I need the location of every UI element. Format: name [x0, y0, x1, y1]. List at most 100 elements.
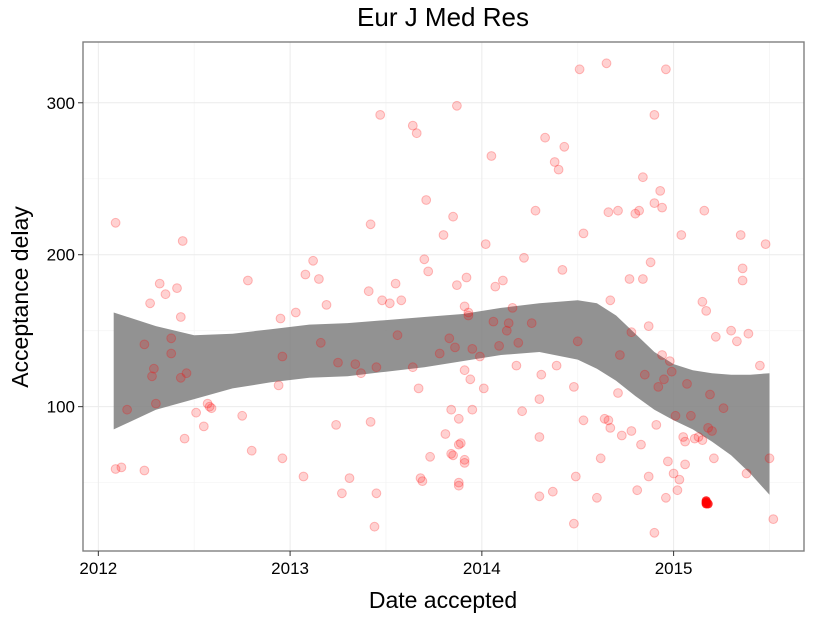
data-point: [494, 341, 505, 351]
data-point: [160, 289, 171, 300]
data-point: [630, 208, 641, 219]
data-point: [657, 202, 667, 213]
data-point: [486, 151, 497, 161]
data-point: [206, 403, 217, 414]
data-point: [737, 263, 748, 274]
points-layer: [110, 58, 779, 538]
data-point: [147, 371, 157, 382]
data-point: [718, 403, 729, 414]
x-tick-label: 2014: [463, 559, 501, 578]
data-point: [365, 219, 376, 230]
data-point: [507, 303, 518, 313]
data-point: [344, 473, 355, 484]
data-point: [459, 301, 470, 312]
data-point: [356, 368, 366, 379]
data-point: [333, 357, 343, 368]
data-point: [613, 388, 623, 398]
data-point: [601, 58, 612, 69]
data-point: [672, 485, 683, 496]
data-point: [175, 312, 186, 322]
data-point: [592, 492, 602, 503]
data-point: [488, 316, 499, 327]
data-point: [605, 295, 616, 306]
data-point: [526, 318, 537, 329]
data-point: [438, 230, 449, 240]
data-point: [664, 356, 675, 367]
data-point: [277, 453, 288, 464]
y-tick-label: 200: [47, 246, 75, 265]
data-point: [643, 471, 654, 482]
data-point: [455, 438, 466, 449]
data-point: [517, 406, 527, 417]
data-point: [735, 230, 746, 240]
data-point: [139, 339, 150, 350]
data-point: [697, 296, 708, 307]
data-point: [363, 286, 374, 297]
x-tick-label: 2015: [655, 559, 693, 578]
data-point: [407, 362, 418, 373]
data-point: [145, 298, 156, 309]
data-point: [680, 459, 690, 470]
data-point: [407, 120, 418, 131]
data-point-highlight: [701, 496, 711, 506]
data-point: [530, 205, 541, 216]
data-point: [605, 423, 616, 433]
data-point: [450, 342, 460, 353]
data-point: [110, 464, 121, 474]
data-point: [636, 439, 646, 450]
data-point: [689, 433, 700, 444]
data-point: [371, 362, 382, 373]
data-point: [701, 306, 712, 316]
data-point: [350, 359, 361, 370]
data-point: [678, 432, 689, 442]
data-point: [540, 132, 550, 143]
data-point: [653, 382, 664, 392]
data-point: [511, 360, 522, 371]
y-tick-label: 100: [47, 398, 75, 417]
x-tick-label: 2012: [79, 559, 117, 578]
data-point: [639, 369, 650, 380]
data-point: [448, 450, 459, 461]
data-point: [151, 398, 161, 409]
data-point: [419, 254, 430, 265]
data-point: [181, 368, 192, 379]
data-point: [661, 64, 671, 75]
data-point: [478, 383, 489, 394]
data-point: [638, 172, 648, 183]
data-point: [741, 468, 752, 479]
data-point: [480, 239, 491, 250]
data-point: [461, 272, 472, 283]
data-point: [149, 363, 159, 374]
data-point: [321, 300, 332, 310]
data-point: [651, 420, 662, 430]
data-point: [198, 421, 209, 432]
data-point: [666, 366, 677, 377]
data-point: [463, 307, 474, 318]
data-point: [331, 420, 342, 430]
data-point: [465, 374, 476, 385]
data-point: [459, 454, 470, 465]
data-point: [674, 474, 685, 485]
data-point: [154, 278, 165, 289]
data-point: [237, 410, 248, 421]
data-point: [425, 451, 436, 462]
data-point: [413, 383, 424, 394]
data-point: [676, 230, 687, 240]
data-point: [726, 325, 736, 336]
data-point: [703, 423, 713, 433]
data-point: [453, 439, 464, 450]
data-point: [574, 64, 585, 75]
data-point: [191, 407, 202, 418]
data-point: [613, 205, 623, 216]
data-point: [760, 239, 771, 250]
data-point: [553, 164, 564, 175]
data-point: [663, 456, 673, 467]
plot-panel: [83, 42, 804, 551]
data-point: [626, 426, 637, 436]
data-point: [467, 404, 478, 415]
data-point: [657, 350, 667, 360]
data-point: [337, 488, 347, 499]
data-point: [110, 217, 121, 228]
data-point: [453, 480, 464, 491]
data-point: [599, 413, 610, 424]
